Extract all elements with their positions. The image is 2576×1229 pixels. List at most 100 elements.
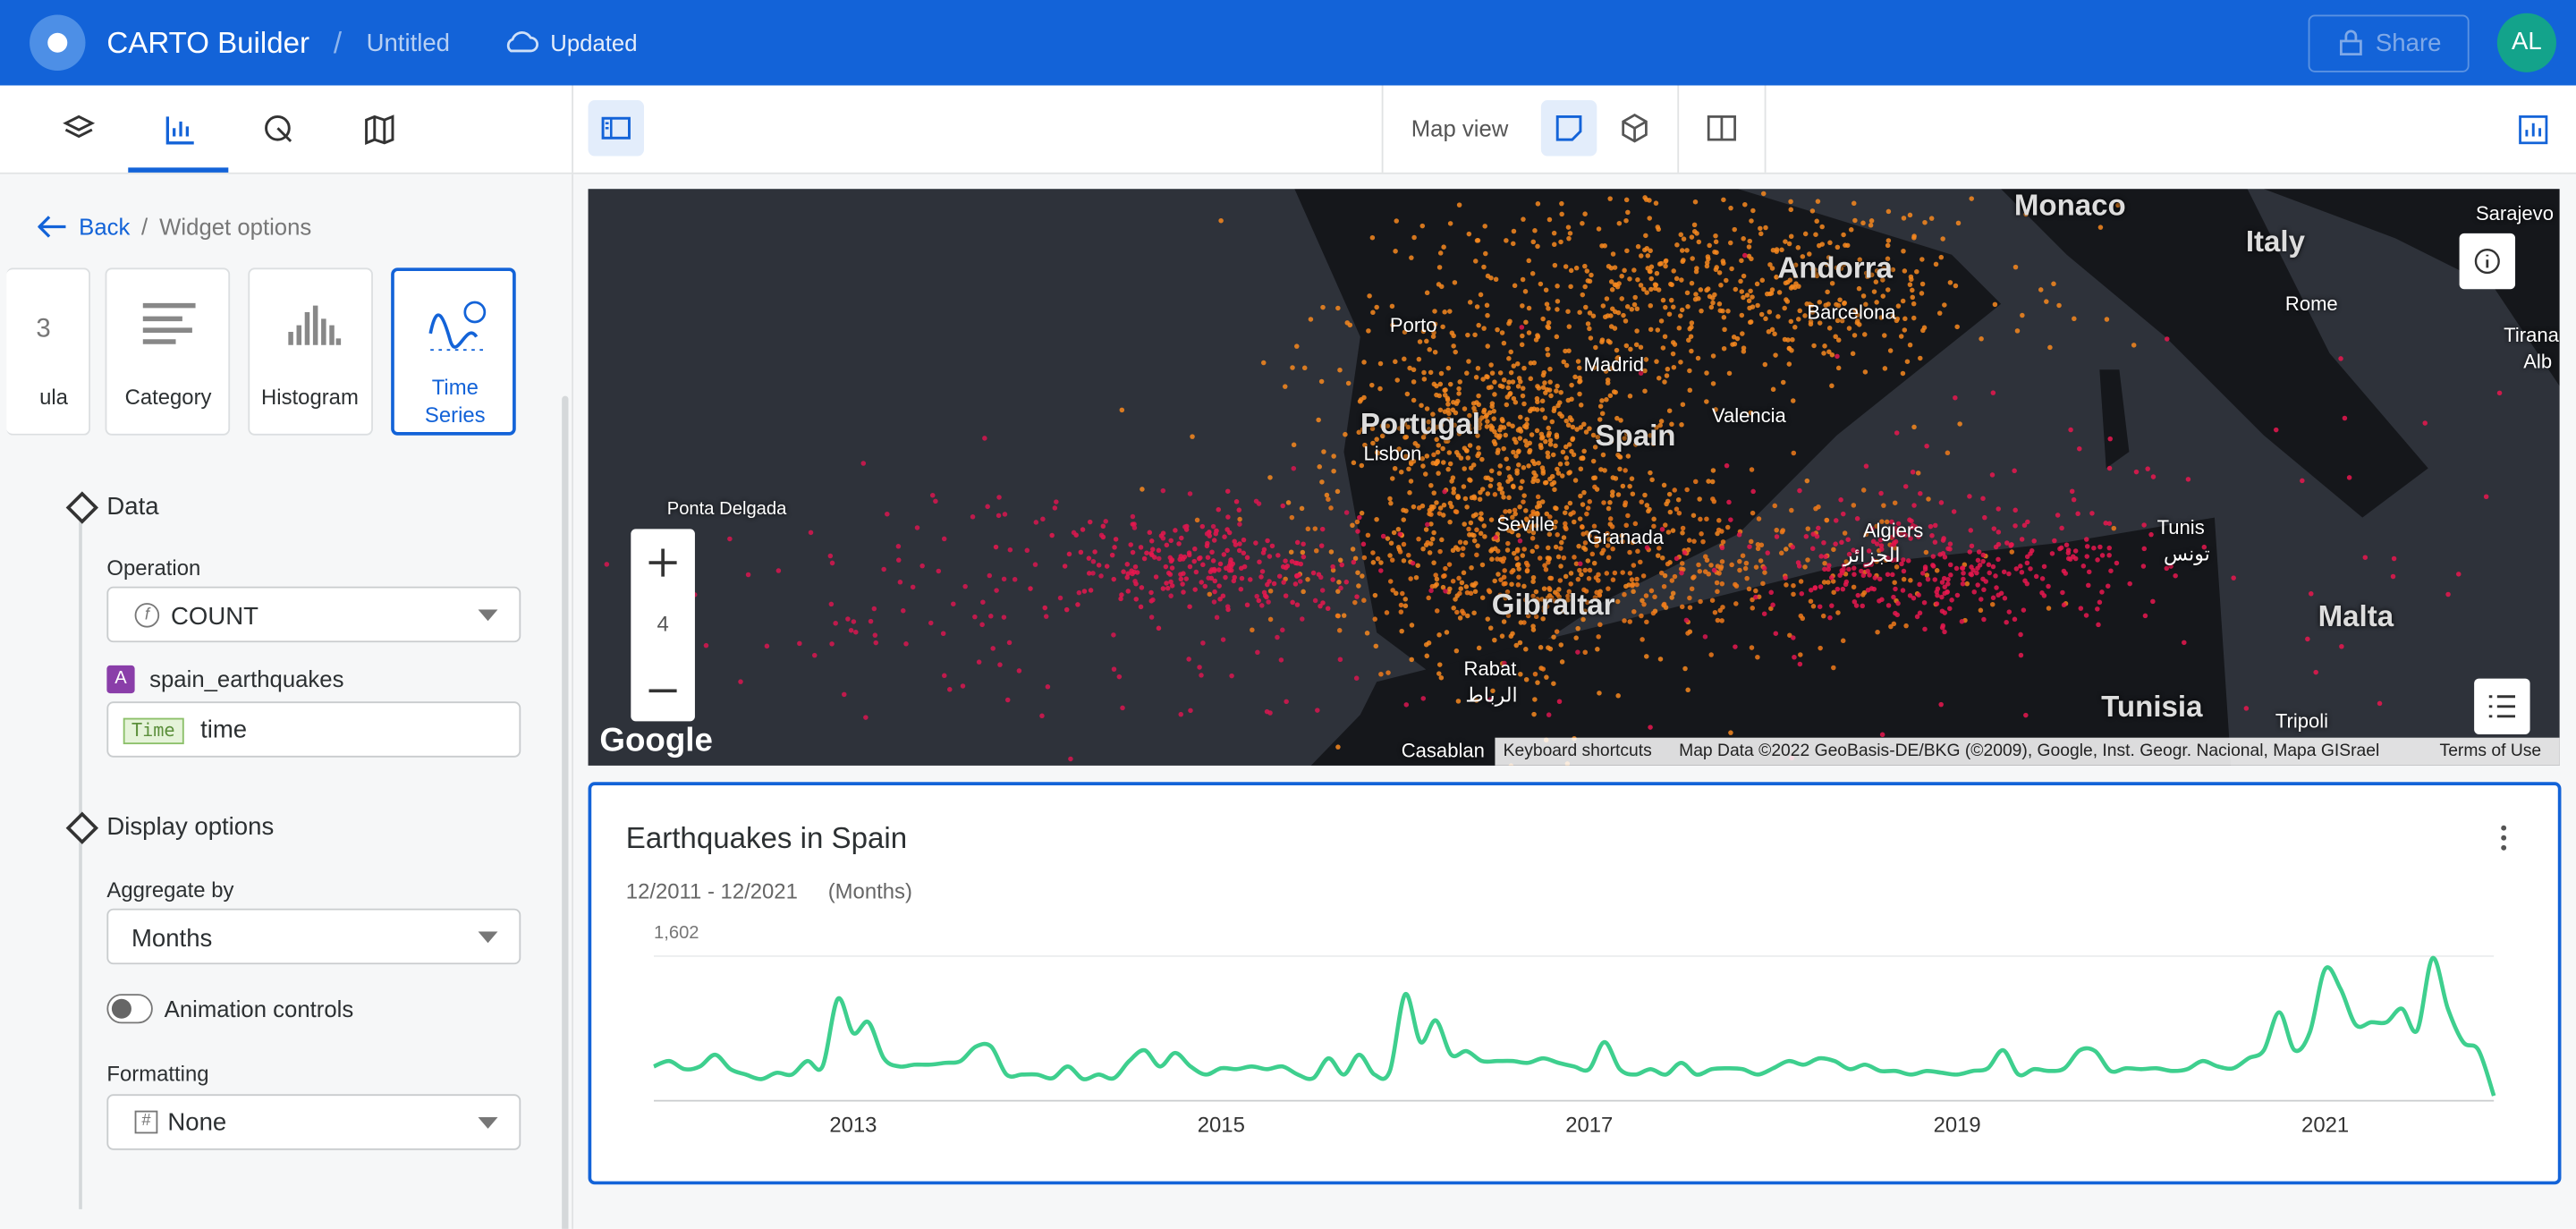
formatting-select[interactable]: # None	[106, 1094, 521, 1150]
info-button[interactable]	[2459, 233, 2516, 290]
map-point	[1207, 591, 1213, 598]
map-label: Tunis	[2157, 515, 2205, 539]
map-point	[1713, 407, 1718, 412]
aggregate-select[interactable]: Months	[106, 908, 521, 965]
widget-type-card[interactable]: Category	[105, 267, 231, 436]
map-point	[1619, 533, 1625, 538]
panel-toggle[interactable]	[588, 100, 645, 157]
map-point	[1271, 581, 1277, 587]
map-point	[1533, 337, 1539, 343]
map-point	[1530, 458, 1536, 464]
map-point	[1473, 581, 1479, 586]
map-point	[1534, 544, 1539, 550]
2d-view[interactable]	[1540, 100, 1597, 157]
map-point	[1336, 628, 1343, 633]
widget-menu[interactable]	[2501, 825, 2507, 851]
map-point	[2445, 591, 2451, 598]
widget-type-card[interactable]: 3 ula	[6, 267, 91, 436]
attribution-bar: Keyboard shortcuts Map Data ©2022 GeoBas…	[1495, 737, 2560, 766]
map-point	[1474, 304, 1480, 309]
map-point	[1260, 360, 1267, 366]
map-point	[1187, 564, 1193, 570]
map-point	[970, 514, 976, 520]
map-point	[1642, 247, 1648, 253]
split-view[interactable]	[1707, 115, 1736, 141]
map-point	[1620, 483, 1626, 489]
map-point	[1125, 571, 1131, 577]
map-point	[1138, 545, 1144, 550]
shortcuts-link[interactable]: Keyboard shortcuts	[1503, 741, 1652, 761]
map-point	[2021, 607, 2027, 613]
map-point	[1405, 424, 1411, 430]
time-series-widget[interactable]: Earthquakes in Spain 12/2011 - 12/2021 (…	[588, 782, 2562, 1185]
map-point	[1572, 555, 1577, 560]
map-point	[1891, 594, 1896, 600]
map-point	[1361, 598, 1367, 603]
map-point	[1643, 593, 1649, 598]
map-label: الجزائر	[1843, 543, 1901, 567]
map-label: Tirana	[2504, 323, 2559, 347]
avatar[interactable]: AL	[2496, 13, 2556, 72]
map-point	[1614, 415, 1620, 421]
map-point	[1589, 551, 1596, 557]
map-point	[1665, 366, 1671, 372]
map-point	[1530, 530, 1537, 536]
map-point	[1715, 564, 1721, 569]
back-link[interactable]: Back	[79, 213, 131, 241]
map-point	[808, 530, 814, 536]
map-point	[1390, 322, 1395, 328]
map-point	[1301, 541, 1306, 547]
map-point	[1833, 541, 1838, 547]
zoom-level: 4	[657, 611, 669, 636]
map-point	[1945, 589, 1950, 595]
animation-toggle[interactable]	[106, 994, 153, 1024]
widgets-tab[interactable]	[165, 114, 198, 147]
document-name[interactable]: Untitled	[366, 30, 451, 58]
map-point	[1600, 547, 1606, 553]
zoom-out[interactable]	[648, 689, 677, 694]
map-point	[1699, 308, 1704, 314]
widget-type-card[interactable]: Histogram	[248, 267, 373, 436]
map-point	[1237, 541, 1242, 547]
map-label: Algiers	[1862, 519, 1924, 543]
layers-tab[interactable]	[63, 114, 96, 147]
map-point	[1679, 561, 1685, 566]
legend-button[interactable]	[2474, 678, 2530, 735]
map-point	[1464, 589, 1470, 596]
logo[interactable]	[30, 14, 86, 71]
map-point	[1625, 513, 1631, 519]
zoom-in[interactable]	[648, 548, 677, 577]
widgets-panel-toggle[interactable]	[2519, 115, 2548, 145]
map-point	[1595, 647, 1600, 652]
map-point	[1412, 441, 1419, 446]
map-point	[1546, 545, 1551, 551]
map-point	[2168, 564, 2174, 569]
map-point	[1471, 538, 1478, 544]
terms-link[interactable]: Terms of Use	[2439, 741, 2542, 761]
breadcrumb: Widget options	[159, 213, 312, 241]
back-arrow[interactable]	[38, 216, 67, 239]
map-point	[872, 632, 878, 638]
widget-type-card-selected[interactable]: Time Series	[391, 267, 516, 436]
map-point	[1779, 529, 1785, 535]
map-point	[1739, 258, 1744, 264]
map-point	[1531, 360, 1538, 366]
interactions-tab[interactable]	[263, 114, 296, 147]
map-point	[1533, 473, 1538, 479]
map-point	[1668, 281, 1674, 287]
map-point	[1328, 549, 1335, 555]
map-point	[1667, 509, 1674, 515]
map-label: Sarajevo	[2475, 201, 2554, 225]
column-select[interactable]: Time time	[106, 701, 521, 758]
3d-view[interactable]	[1620, 113, 1649, 143]
share-button[interactable]: Share	[2308, 14, 2470, 72]
map-point	[1438, 422, 1445, 428]
map-point	[1406, 466, 1411, 472]
operation-select[interactable]: f COUNT	[106, 586, 521, 643]
map-point	[1716, 301, 1723, 307]
map-point	[1265, 538, 1270, 544]
map[interactable]: Monaco Andorra Barcelona Italy Rome Port…	[588, 189, 2560, 766]
basemap-tab[interactable]	[363, 114, 396, 147]
map-point	[1753, 594, 1758, 600]
